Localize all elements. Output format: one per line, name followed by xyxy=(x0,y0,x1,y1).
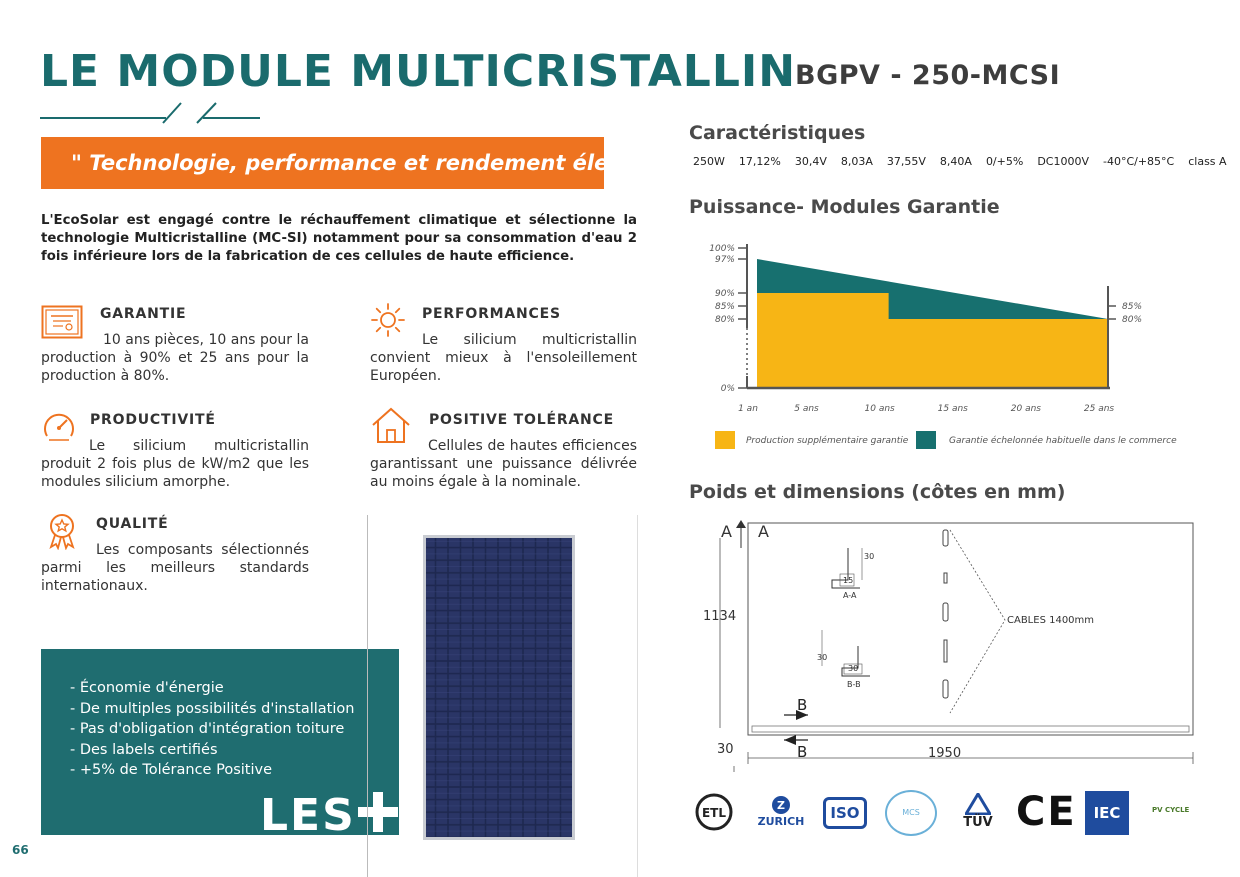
plus-icon xyxy=(358,792,398,836)
feature-title-tolerance: POSITIVE TOLÉRANCE xyxy=(429,412,614,428)
section-heading-garantie: Puissance- Modules Garantie xyxy=(689,196,1000,218)
svg-text:Z: Z xyxy=(777,799,785,812)
dim-bb-30: 30 xyxy=(817,653,828,662)
height-dimension: 1134 xyxy=(703,609,737,624)
mcs-label: MCS xyxy=(902,808,920,817)
thickness-dimension: 30 xyxy=(717,742,734,757)
benefits-box xyxy=(41,649,399,835)
spec-value: 8,40A xyxy=(939,155,972,168)
x-tick-label: 1 an xyxy=(738,404,758,414)
spec-value: 8,03A xyxy=(840,155,873,168)
list-item: - Pas d'obligation d'intégration toiture xyxy=(70,721,345,737)
legend-label-supp: Production supplémentaire garantie xyxy=(746,436,909,446)
feature-title-garantie: GARANTIE xyxy=(100,306,187,322)
feature-text-qualite: Les composants sélectionnés parmi les me… xyxy=(41,542,309,594)
benefits-label: LES xyxy=(260,790,356,841)
svg-text:ETL: ETL xyxy=(702,806,726,820)
y-tick-label: 0% xyxy=(721,384,735,394)
feature-title-performances: PERFORMANCES xyxy=(422,306,561,322)
pv-cycle-logo: PV CYCLE xyxy=(1152,806,1190,814)
award-ribbon-icon xyxy=(44,512,80,550)
y-tick-label-right: 85% xyxy=(1122,302,1142,312)
list-item: - Des labels certifiés xyxy=(70,741,218,758)
feature-title-qualite: QUALITÉ xyxy=(96,516,169,532)
page-title: LE MODULE MULTICRISTALLIN xyxy=(40,46,797,97)
model-code: BGPV - 250-MCSI xyxy=(795,60,1061,91)
iec-logo: IEC xyxy=(1085,791,1129,835)
y-tick-label: 90% xyxy=(715,289,735,299)
mcs-logo: MCS xyxy=(885,790,937,836)
dim-aa-15: 15 xyxy=(843,576,854,585)
y-tick-label-right: 80% xyxy=(1122,315,1142,325)
x-tick-label: 25 ans xyxy=(1084,404,1115,414)
x-tick-label: 15 ans xyxy=(938,404,969,414)
page-number: 66 xyxy=(12,843,29,857)
spec-value: 37,55V xyxy=(886,155,926,168)
feature-text-performances: Le silicium multicristallin convient mie… xyxy=(370,332,637,384)
tuv-label: TÜV xyxy=(963,815,993,830)
intro-paragraph: L'EcoSolar est engagé contre le réchauff… xyxy=(41,213,637,264)
dimension-drawing: A A 1134 30 15 A-A 30 30 B-B CABLES 1400… xyxy=(700,518,1196,772)
width-dimension: 1950 xyxy=(928,746,962,761)
spec-value: 0/+5% xyxy=(985,155,1024,168)
spec-value: 17,12% xyxy=(738,155,781,168)
benefits-list: - Économie d'énergie - De multiples poss… xyxy=(70,678,354,781)
section-a-label: A xyxy=(721,522,732,541)
feature-text-tolerance: Cellules de hautes efficiences garantiss… xyxy=(370,438,637,490)
y-tick-label: 80% xyxy=(715,315,735,325)
y-tick-label: 85% xyxy=(715,302,735,312)
iso-label: ISO xyxy=(830,804,860,822)
section-a-label-right: A xyxy=(758,522,769,541)
y-tick-label: 97% xyxy=(715,255,735,265)
ce-logo: CE xyxy=(1016,789,1077,835)
area-series-1 xyxy=(757,293,1108,388)
list-item: - +5% de Tolérance Positive xyxy=(70,762,272,778)
iec-label: IEC xyxy=(1093,804,1121,822)
spec-value: 30,4V xyxy=(794,155,827,168)
feature-text-productivite: Le silicium multicristallin produit 2 fo… xyxy=(41,438,309,490)
spec-value: -40°C/+85°C xyxy=(1102,155,1175,168)
zurich-label: ZURICH xyxy=(757,815,805,828)
legend-label-echel: Garantie échelonnée habituelle dans le c… xyxy=(949,436,1177,446)
house-icon xyxy=(370,405,412,445)
legend-swatch-echel xyxy=(916,431,936,449)
spec-value: class A xyxy=(1188,155,1227,168)
panel-image-frame xyxy=(367,515,638,877)
detail-aa-label: A-A xyxy=(843,591,857,600)
section-b-label-top: B xyxy=(797,696,808,714)
certificate-icon xyxy=(41,305,83,339)
list-item: - De multiples possibilités d'installati… xyxy=(70,700,355,717)
spec-value: DC1000V xyxy=(1037,155,1089,168)
sun-icon xyxy=(370,302,406,338)
tagline-banner: " Technologie, performance et rendement … xyxy=(41,137,663,189)
feature-title-productivite: PRODUCTIVITÉ xyxy=(90,412,216,428)
tuv-logo: TÜV xyxy=(956,793,1000,830)
x-tick-label: 5 ans xyxy=(794,404,819,414)
zurich-logo: Z ZURICH xyxy=(756,795,806,828)
x-tick-label: 10 ans xyxy=(865,404,896,414)
detail-bb-label: B-B xyxy=(847,680,861,689)
solar-panel-image xyxy=(423,535,575,844)
section-heading-dimensions: Poids et dimensions (côtes en mm) xyxy=(689,481,1066,503)
dim-bb-30b: 30 xyxy=(848,664,859,673)
y-tick-label: 100% xyxy=(709,244,735,254)
dim-aa-30: 30 xyxy=(864,552,875,561)
section-b-label-bottom: B xyxy=(797,743,808,761)
cables-label: CABLES 1400mm xyxy=(1007,615,1095,626)
warranty-chart: 100%97% 90% 85% 80% 0% 85% 80% 1 an 5 ans 10 ans 1… xyxy=(709,244,1142,414)
list-item: - Économie d'énergie xyxy=(70,680,224,696)
decorative-divider xyxy=(40,102,260,124)
etl-logo-icon: ETL xyxy=(695,793,733,835)
section-heading-caracteristiques: Caractéristiques xyxy=(689,122,866,144)
iso-logo: ISO xyxy=(823,797,867,829)
spec-value: 250W xyxy=(693,155,725,168)
spec-values: 250W 17,12% 30,4V 8,03A 37,55V 8,40A 0/+… xyxy=(693,155,1240,168)
gauge-icon xyxy=(41,408,77,444)
feature-text-garantie: 10 ans pièces, 10 ans pour la production… xyxy=(41,332,309,384)
legend-swatch-supp xyxy=(715,431,735,449)
x-tick-label: 20 ans xyxy=(1011,404,1042,414)
